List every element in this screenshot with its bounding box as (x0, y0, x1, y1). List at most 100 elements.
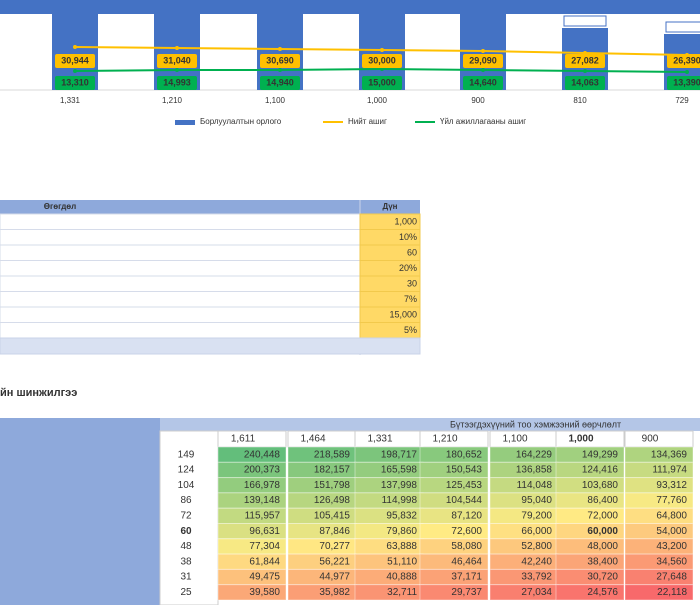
heat-cell (419, 461, 489, 479)
heat-value: 137,998 (381, 480, 418, 491)
input-value: 1,000 (394, 216, 417, 226)
gross-profit-point (73, 45, 77, 49)
heat-value: 111,974 (652, 465, 687, 476)
heat-value: 56,221 (319, 556, 350, 567)
row-label: 60 (180, 526, 192, 537)
operating-profit-label-box (463, 76, 503, 90)
heat-value: 22,118 (657, 587, 687, 598)
heat-value: 38,400 (587, 556, 618, 567)
input-value: 5% (404, 325, 417, 335)
heat-cell (555, 553, 625, 570)
gross-profit-label-box (157, 54, 197, 68)
heat-value: 104,544 (446, 495, 483, 506)
heat-cell (217, 553, 287, 570)
heat-value: 40,888 (386, 572, 417, 583)
row-label: 104 (178, 480, 195, 491)
row-label: 48 (180, 541, 192, 552)
heat-value: 77,304 (249, 541, 280, 552)
gross-profit-label-box (55, 54, 95, 68)
heat-value: 103,680 (582, 480, 619, 491)
operating-profit-label-box (667, 76, 700, 90)
column-header: 900 (642, 434, 659, 445)
column-header: 1,331 (367, 434, 392, 445)
x-tick-label: 1,000 (367, 96, 388, 105)
heat-value: 70,277 (319, 541, 350, 552)
heat-value: 95,832 (386, 510, 417, 521)
heat-value: 30,720 (587, 572, 618, 583)
x-tick-label: 1,331 (60, 96, 81, 105)
operating-profit-point (175, 68, 179, 72)
gross-profit-label: 27,082 (571, 55, 599, 65)
gross-profit-label-box (667, 54, 700, 68)
gross-profit-point (380, 48, 384, 52)
heat-value: 32,711 (387, 587, 417, 598)
heat-value: 37,171 (451, 572, 482, 583)
bar-label-box (563, 15, 607, 27)
input-label-cell (0, 275, 361, 292)
input-value: 30 (407, 278, 417, 288)
heat-value: 64,800 (656, 510, 687, 521)
input-label-cell (0, 291, 361, 308)
heat-value: 126,498 (314, 495, 351, 506)
heat-value: 35,982 (319, 587, 350, 598)
gross-profit-label: 30,944 (61, 55, 89, 65)
heat-value: 200,373 (244, 465, 281, 476)
heat-cell (555, 584, 625, 601)
gross-profit-label: 30,690 (266, 55, 294, 65)
row-label: 86 (180, 495, 192, 506)
operating-profit-label: 14,063 (571, 77, 599, 87)
operating-profit-label: 14,640 (469, 77, 497, 87)
heat-value: 166,978 (244, 480, 281, 491)
heat-value: 51,110 (387, 556, 417, 567)
heat-value: 151,798 (314, 480, 351, 491)
x-tick-label: 810 (573, 96, 587, 105)
input-footer (0, 337, 421, 355)
heat-value: 136,858 (516, 465, 553, 476)
heat-value: 139,148 (244, 495, 281, 506)
gross-profit-label: 31,040 (163, 55, 191, 65)
section-title: йн шинжилгээ (0, 387, 77, 399)
heat-value: 114,048 (517, 480, 553, 491)
heat-value: 95,040 (521, 495, 552, 506)
operating-profit-point (685, 70, 689, 74)
operating-profit-point (583, 69, 587, 73)
input-value: 60 (407, 247, 417, 257)
operating-profit-label-box (55, 76, 95, 90)
heat-value: 24,576 (587, 587, 618, 598)
gross-profit-point (278, 47, 282, 51)
heat-cell (555, 492, 625, 509)
operating-profit-point (73, 69, 77, 73)
input-header (0, 200, 420, 214)
heat-cell (419, 584, 489, 601)
input-value: 15,000 (389, 309, 417, 319)
heat-value: 66,000 (521, 526, 552, 537)
heat-value: 44,977 (319, 572, 350, 583)
input-label-cell (0, 260, 361, 277)
heat-cell (624, 553, 694, 570)
input-header-label: Өгөгдөл (44, 202, 77, 211)
gross-profit-point (175, 46, 179, 50)
heat-value: 46,464 (451, 556, 482, 567)
heat-value: 198,717 (381, 449, 418, 460)
heat-value: 61,844 (249, 556, 280, 567)
heat-value: 150,543 (446, 465, 483, 476)
heat-value: 115,957 (245, 510, 281, 521)
input-header-label: Дүн (383, 202, 398, 211)
heat-value: 240,448 (244, 449, 281, 460)
heat-value: 165,598 (381, 465, 418, 476)
legend-swatch (175, 120, 195, 125)
operating-profit-label: 14,940 (266, 77, 294, 87)
column-header: 1,000 (568, 434, 593, 445)
heat-value: 54,000 (656, 526, 687, 537)
row-label: 25 (180, 587, 192, 598)
heat-value: 43,200 (656, 541, 687, 552)
operating-profit-label: 14,993 (163, 77, 191, 87)
heat-value: 180,652 (446, 449, 483, 460)
heat-value: 60,000 (587, 526, 618, 537)
column-header: 1,464 (300, 434, 325, 445)
legend-label: Нийт ашиг (348, 117, 387, 126)
input-label-cell (0, 244, 361, 261)
row-label: 72 (180, 510, 192, 521)
heat-value: 63,888 (386, 541, 417, 552)
